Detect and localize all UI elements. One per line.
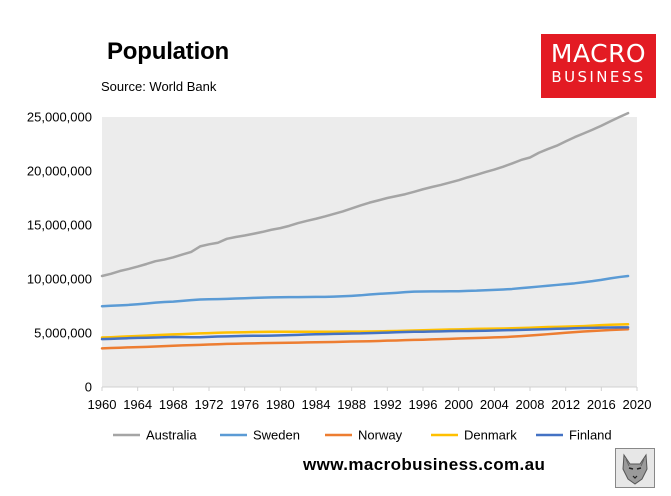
series-line-finland <box>100 326 630 341</box>
x-tick-label: 1976 <box>230 397 259 412</box>
series-lines <box>100 111 630 350</box>
logo-line-1: MACRO <box>550 39 647 68</box>
x-tick-label: 2020 <box>623 397 652 412</box>
logo-line-2: BUSINESS <box>551 68 646 86</box>
legend: Australia Sweden Norway Denmark Finland <box>113 428 612 443</box>
x-tick-label: 2004 <box>480 397 509 412</box>
wolf-logo-icon <box>615 448 655 488</box>
legend-item-sweden: Sweden <box>220 428 300 443</box>
x-tick-label: 1960 <box>88 397 117 412</box>
x-tick-label: 1988 <box>337 397 366 412</box>
chart-source: Source: World Bank <box>101 79 217 94</box>
x-tick-label: 2012 <box>551 397 580 412</box>
series-line-norway <box>100 327 630 350</box>
legend-item-australia: Australia <box>113 428 197 443</box>
x-tick-label: 2008 <box>516 397 545 412</box>
legend-item-finland: Finland <box>536 428 612 443</box>
x-tick-label: 1972 <box>195 397 224 412</box>
legend-label: Denmark <box>464 428 517 443</box>
x-tick-label: 1984 <box>302 397 331 412</box>
x-tick-label: 1980 <box>266 397 295 412</box>
y-tick-label: 10,000,000 <box>27 272 92 287</box>
chart-title: Population <box>107 38 229 65</box>
legend-label: Norway <box>358 428 403 443</box>
x-tick-label: 1996 <box>409 397 438 412</box>
x-tick-label: 1964 <box>123 397 152 412</box>
x-tick-label: 1968 <box>159 397 188 412</box>
series-line-sweden <box>100 274 630 308</box>
legend-item-denmark: Denmark <box>431 428 517 443</box>
legend-label: Sweden <box>253 428 300 443</box>
x-tick-label: 1992 <box>373 397 402 412</box>
x-tick-label: 2016 <box>587 397 616 412</box>
series-line-australia <box>100 111 630 278</box>
population-line-chart: 0 5,000,000 10,000,000 15,000,000 20,000,000… <box>27 110 652 443</box>
website-url: www.macrobusiness.com.au <box>303 455 546 474</box>
y-tick-label: 15,000,000 <box>27 218 92 233</box>
x-tick-label: 2000 <box>444 397 473 412</box>
series-line-denmark <box>100 323 630 339</box>
legend-label: Australia <box>146 428 197 443</box>
y-tick-label: 5,000,000 <box>34 326 92 341</box>
y-tick-label: 25,000,000 <box>27 110 92 125</box>
axes: 0 5,000,000 10,000,000 15,000,000 20,000,000… <box>27 110 652 413</box>
y-tick-label: 20,000,000 <box>27 164 92 179</box>
macrobusiness-logo: MACRO BUSINESS <box>541 34 656 98</box>
legend-label: Finland <box>569 428 612 443</box>
legend-item-norway: Norway <box>325 428 403 443</box>
y-tick-label: 0 <box>85 380 92 395</box>
